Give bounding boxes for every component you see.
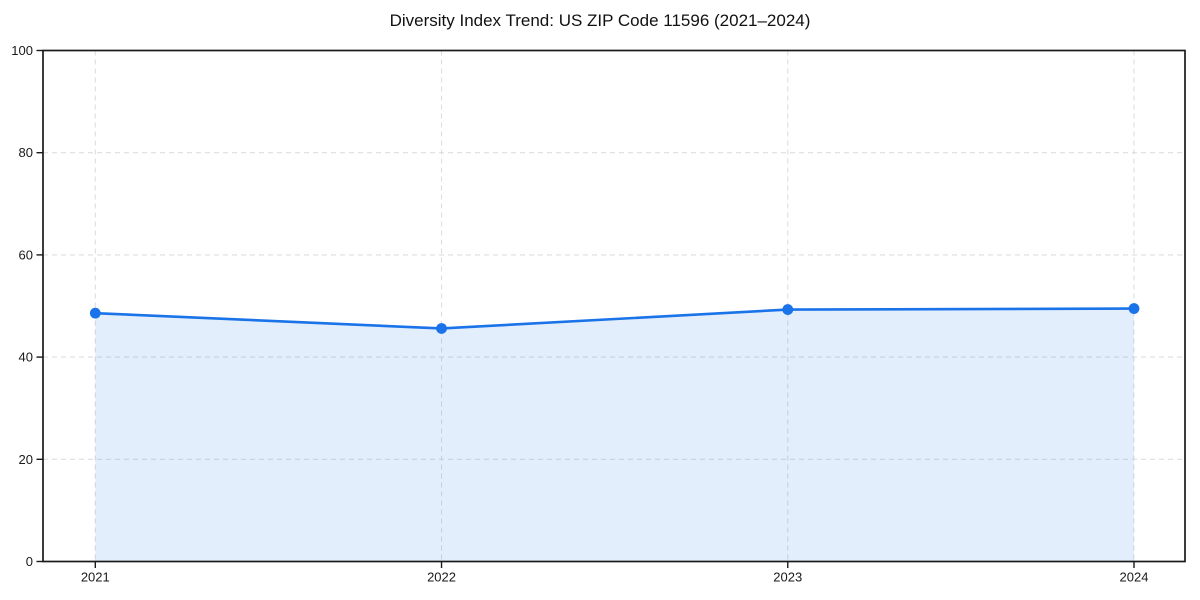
y-tick-label: 40: [19, 350, 33, 365]
data-point-2024: [1128, 303, 1140, 314]
x-tick-label: 2023: [773, 570, 802, 585]
x-tick-label: 2024: [1120, 570, 1149, 585]
chart-title: Diversity Index Trend: US ZIP Code 11596…: [389, 11, 811, 30]
data-point-2022: [436, 323, 447, 334]
y-tick-label: 60: [19, 247, 33, 262]
y-tick-label: 20: [19, 452, 33, 467]
area-fill: [95, 308, 1134, 562]
y-tick-label: 100: [11, 43, 33, 58]
data-point-2021: [89, 307, 101, 319]
data-point-2023: [782, 304, 794, 315]
x-tick-label: 2021: [81, 570, 110, 585]
plot-border: [42, 49, 1186, 563]
x-tick-label: 2022: [427, 570, 456, 585]
trend-line: [94, 307, 1136, 330]
y-tick-label: 0: [26, 554, 33, 569]
y-tick-label: 80: [19, 145, 33, 160]
